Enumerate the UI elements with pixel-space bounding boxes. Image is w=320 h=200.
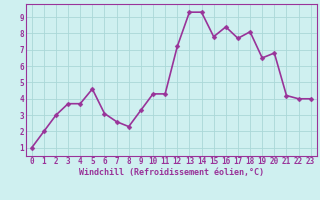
- X-axis label: Windchill (Refroidissement éolien,°C): Windchill (Refroidissement éolien,°C): [79, 168, 264, 177]
